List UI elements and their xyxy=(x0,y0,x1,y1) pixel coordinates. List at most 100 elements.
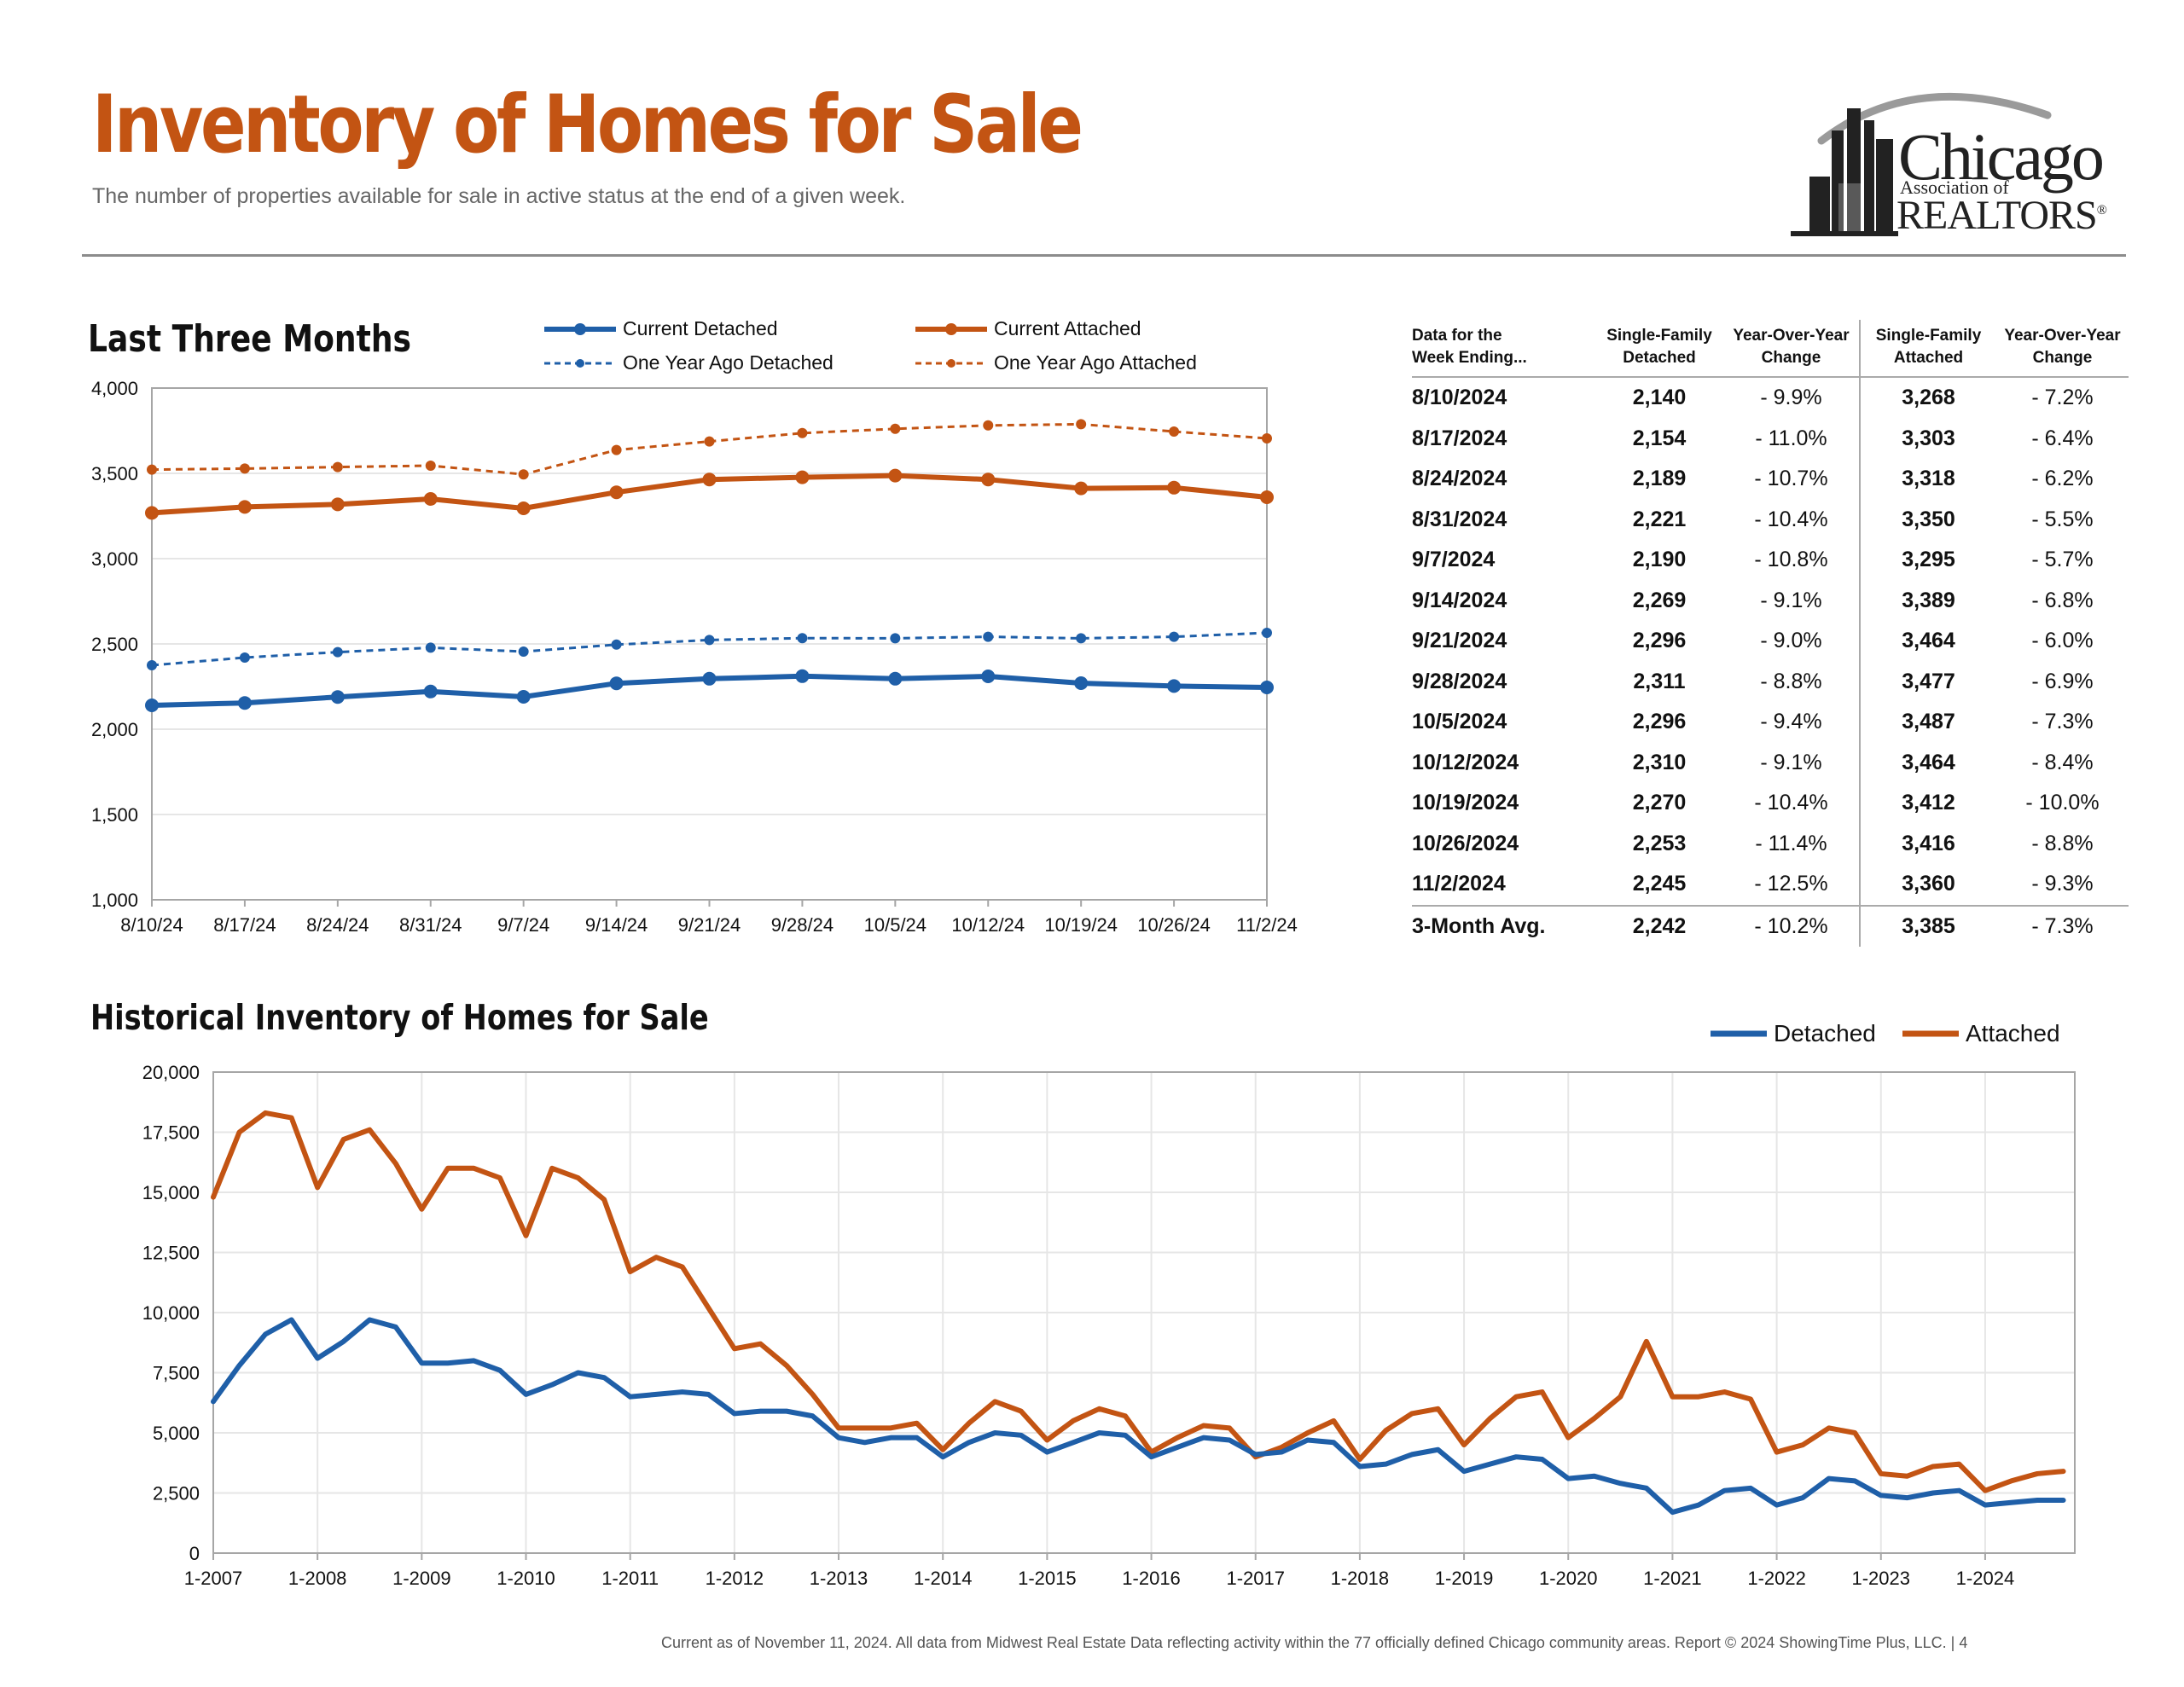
week-cell: 8/17/2024 xyxy=(1412,426,1507,450)
y-tick-label: 5,000 xyxy=(153,1423,200,1444)
x-tick-label: 8/24/24 xyxy=(306,914,369,936)
historical-section-title: Historical Inventory of Homes for Sale xyxy=(90,997,709,1038)
data-point xyxy=(330,690,345,704)
page-subtitle: The number of properties available for s… xyxy=(92,184,906,208)
y-tick-label: 12,500 xyxy=(142,1243,200,1264)
detached-cell: 2,190 xyxy=(1632,548,1687,572)
x-tick-label: 1-2018 xyxy=(1331,1568,1390,1589)
y-tick-label: 17,500 xyxy=(142,1122,200,1144)
week-cell: 10/12/2024 xyxy=(1412,750,1519,774)
legend-blue-line-icon xyxy=(1711,1030,1767,1037)
detached-cell: 2,311 xyxy=(1633,669,1686,693)
data-point xyxy=(425,642,436,653)
week-cell: 9/14/2024 xyxy=(1412,588,1507,612)
week-cell: 3-Month Avg. xyxy=(1412,904,1595,947)
header-attached: Single-Family Attached xyxy=(1859,320,1996,378)
legend-dashed-orange-line-icon xyxy=(915,358,987,368)
detached-yoy-cell: - 9.9% xyxy=(1760,386,1822,410)
data-point xyxy=(1262,628,1272,638)
attached-cell: 3,389 xyxy=(1859,580,1996,621)
header-divider xyxy=(82,254,2126,257)
attached-yoy-cell: - 8.4% xyxy=(2031,750,2094,774)
x-tick-label: 10/5/24 xyxy=(864,914,926,936)
data-point xyxy=(1074,676,1089,690)
y-tick-label: 10,000 xyxy=(142,1302,200,1324)
data-point xyxy=(1076,419,1087,430)
legend-attached: Attached xyxy=(1901,1020,2060,1047)
x-tick-label: 10/12/24 xyxy=(951,914,1025,936)
data-point xyxy=(702,671,717,686)
table-row: 8/10/2024 2,140 - 9.9% 3,268 - 7.2% xyxy=(1412,377,2129,419)
attached-cell: 3,295 xyxy=(1859,540,1996,581)
table-row: 8/24/2024 2,189 - 10.7% 3,318 - 6.2% xyxy=(1412,459,2129,500)
data-point xyxy=(516,690,531,704)
recent-line-chart: 1,000 1,500 2,000 2,500 3,000 3,500 4,000 8/10/… xyxy=(91,378,1298,936)
table-row: 9/14/2024 2,269 - 9.1% 3,389 - 6.8% xyxy=(1412,580,2129,621)
detached-yoy-cell: - 9.1% xyxy=(1760,588,1822,612)
y-tick-label: 3,500 xyxy=(91,463,138,484)
week-cell: 8/10/2024 xyxy=(1412,386,1507,410)
header-attached-yoy: Year-Over-Year Change xyxy=(1996,320,2129,378)
attached-yoy-cell: - 8.8% xyxy=(2031,831,2094,855)
y-tick-label: 3,000 xyxy=(91,548,138,570)
week-cell: 8/24/2024 xyxy=(1412,467,1507,491)
data-point xyxy=(704,635,715,646)
table-row: 9/7/2024 2,190 - 10.8% 3,295 - 5.7% xyxy=(1412,540,2129,581)
y-tick-label: 2,000 xyxy=(91,719,138,740)
y-tick-label: 7,500 xyxy=(153,1363,200,1384)
data-point xyxy=(1076,633,1087,644)
detached-yoy-cell: - 9.4% xyxy=(1760,710,1822,734)
attached-yoy-cell: - 7.3% xyxy=(2031,710,2094,734)
attached-yoy-cell: - 7.3% xyxy=(1996,904,2129,947)
detached-cell: 2,269 xyxy=(1632,588,1687,612)
detached-cell: 2,253 xyxy=(1632,831,1687,855)
series-line-detached xyxy=(211,1317,2066,1516)
skyline-logo-icon xyxy=(1791,92,2052,236)
y-tick-label: 2,500 xyxy=(91,634,138,655)
data-point xyxy=(888,468,903,483)
header-detached: Single-Family Detached xyxy=(1595,320,1723,378)
legend-dashed-blue-line-icon xyxy=(544,358,616,368)
brand-logo: Chicago Association of REALTORS® xyxy=(1787,81,2137,243)
data-point xyxy=(795,470,810,484)
data-point xyxy=(702,472,717,487)
x-tick-label: 1-2014 xyxy=(914,1568,973,1589)
x-tick-label: 1-2010 xyxy=(497,1568,555,1589)
data-point xyxy=(330,497,345,512)
data-point xyxy=(1167,480,1182,495)
attached-cell: 3,385 xyxy=(1859,904,1996,947)
legend-solid-blue-line-icon xyxy=(544,322,616,335)
attached-cell: 3,464 xyxy=(1859,742,1996,783)
data-point xyxy=(888,671,903,686)
detached-yoy-cell: - 10.7% xyxy=(1754,467,1828,491)
legend-current-attached: Current Attached xyxy=(914,317,1141,340)
data-point xyxy=(239,463,250,474)
attached-yoy-cell: - 5.7% xyxy=(2031,548,2094,572)
header-week-ending: Data for the Week Ending... xyxy=(1412,320,1595,378)
logo-association-text: Association of xyxy=(1900,177,2009,198)
attached-yoy-cell: - 9.3% xyxy=(2031,872,2094,896)
attached-cell: 3,268 xyxy=(1859,377,1996,419)
y-tick-label: 15,000 xyxy=(142,1182,200,1203)
x-tick-label: 1-2012 xyxy=(706,1568,764,1589)
y-tick-label: 20,000 xyxy=(142,1062,200,1083)
detached-yoy-cell: - 11.0% xyxy=(1755,426,1827,450)
data-point xyxy=(1260,490,1274,504)
attached-yoy-cell: - 5.5% xyxy=(2031,507,2094,531)
data-point xyxy=(1074,481,1089,496)
week-cell: 9/28/2024 xyxy=(1412,669,1507,693)
attached-yoy-cell: - 10.0% xyxy=(2025,791,2100,815)
attached-yoy-cell: - 6.2% xyxy=(2031,467,2094,491)
x-tick-label: 1-2024 xyxy=(1956,1568,2015,1589)
data-point xyxy=(890,423,901,434)
week-cell: 8/31/2024 xyxy=(1412,507,1507,531)
data-point xyxy=(704,436,715,447)
detached-yoy-cell: - 12.5% xyxy=(1754,872,1828,896)
logo-realtors-text: REALTORS® xyxy=(1896,193,2107,238)
attached-yoy-cell: - 6.4% xyxy=(2031,426,2094,450)
y-tick-label: 1,500 xyxy=(91,804,138,826)
attached-cell: 3,477 xyxy=(1859,661,1996,702)
detached-cell: 2,270 xyxy=(1632,791,1687,815)
x-tick-label: 1-2011 xyxy=(601,1568,659,1589)
data-point xyxy=(609,676,624,691)
